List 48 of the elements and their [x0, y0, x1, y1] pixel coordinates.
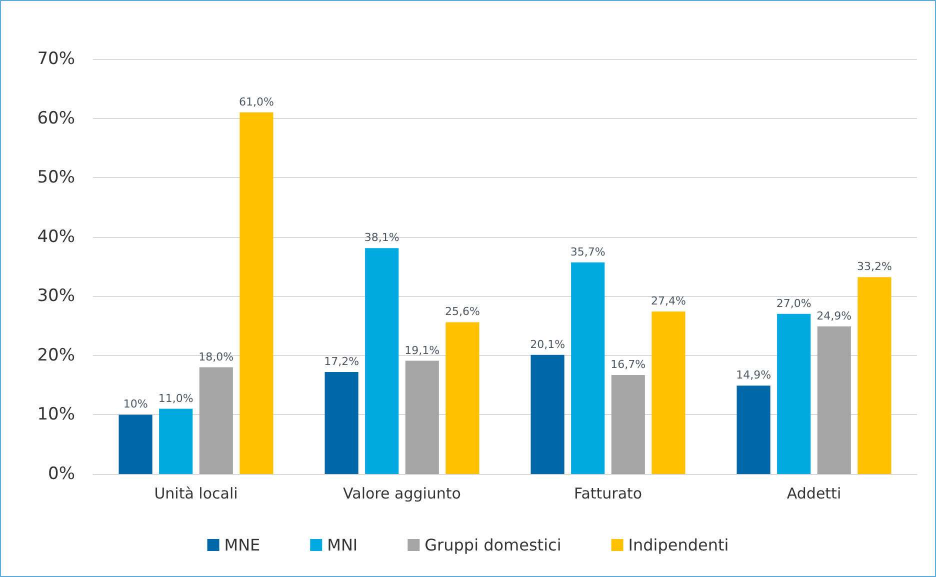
bar — [199, 367, 233, 474]
x-tick-label: Addetti — [786, 484, 842, 502]
y-tick-label: 20% — [37, 345, 75, 366]
bar — [652, 312, 686, 474]
data-label: 18,0% — [198, 350, 234, 364]
y-tick-label: 60% — [37, 108, 75, 128]
legend-label: MNI — [327, 536, 358, 554]
data-label: 24,9% — [816, 309, 852, 322]
y-tick-label: 30% — [37, 286, 75, 306]
bar — [817, 326, 851, 474]
data-label: 10% — [123, 398, 148, 411]
x-tick-label: Valore aggiunto — [343, 484, 461, 502]
bar — [159, 408, 193, 474]
data-label: 17,2% — [324, 355, 360, 368]
y-tick-label: 50% — [37, 168, 75, 188]
bar — [324, 372, 358, 474]
y-tick-label: 70% — [37, 49, 75, 69]
bar — [611, 374, 645, 474]
data-label: 27,4% — [650, 294, 686, 308]
y-tick-label: 40% — [37, 226, 75, 247]
data-label: 35,7% — [570, 245, 606, 258]
data-label: 27,0% — [776, 296, 812, 310]
data-label: 11,0% — [158, 392, 194, 405]
data-label: 38,1% — [364, 231, 400, 244]
bar — [446, 322, 480, 474]
data-label: 33,2% — [856, 260, 892, 274]
legend-label: Indipendenti — [628, 536, 729, 554]
data-label: 14,9% — [736, 368, 772, 382]
legend-label: Gruppi domestici — [424, 536, 562, 554]
y-tick-label: 0% — [48, 464, 75, 484]
x-tick-label: Fatturato — [574, 484, 642, 502]
bar — [405, 360, 439, 474]
bar — [365, 248, 399, 474]
x-tick-label: Unità locali — [154, 484, 238, 502]
bar — [858, 277, 892, 474]
bar — [530, 354, 564, 474]
y-tick-label: 10% — [37, 404, 75, 425]
bar — [118, 414, 152, 474]
bar — [736, 386, 770, 474]
data-label: 16,7% — [610, 358, 646, 371]
bar — [571, 262, 605, 474]
data-label: 61,0% — [238, 95, 274, 108]
data-label: 25,6% — [444, 305, 480, 318]
data-label: 20,1% — [530, 338, 566, 351]
bar — [777, 314, 811, 474]
data-label: 19,1% — [404, 344, 440, 357]
legend-label: MNE — [224, 536, 260, 554]
bar — [240, 112, 274, 474]
